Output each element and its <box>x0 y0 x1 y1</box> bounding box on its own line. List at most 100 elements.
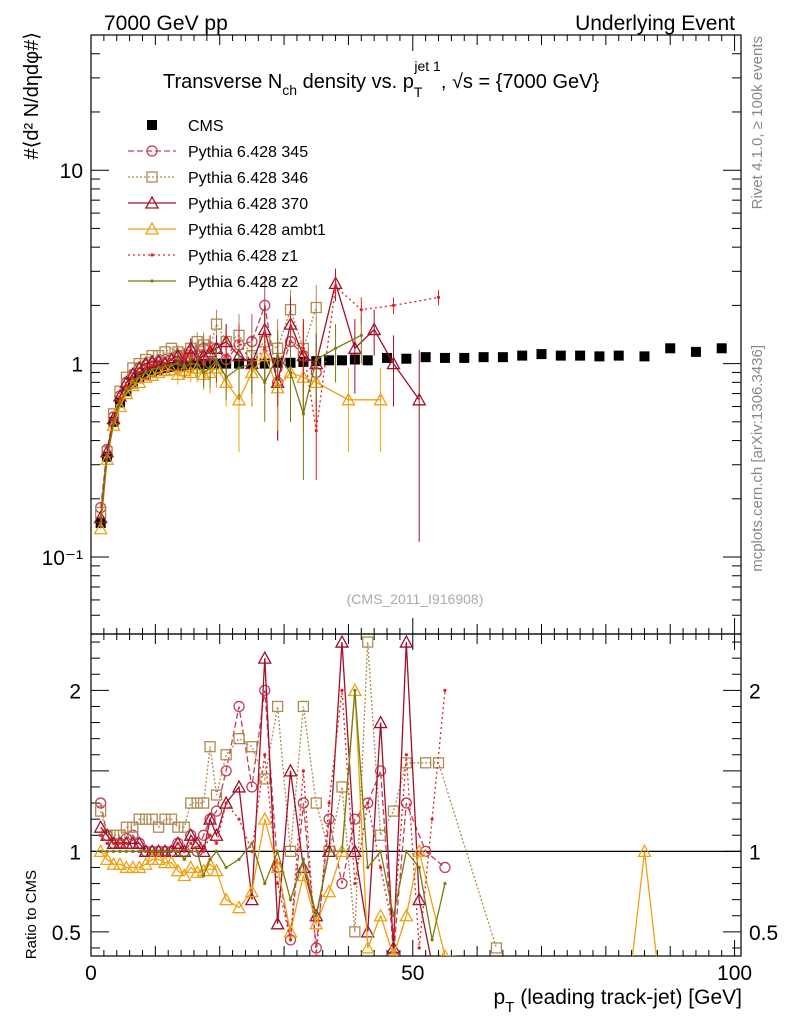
ratio-point <box>152 821 165 833</box>
data-point <box>153 364 164 375</box>
ratio-point <box>202 856 218 870</box>
ratio-point <box>387 805 400 817</box>
ratio-point <box>170 835 185 849</box>
ratio-point <box>172 821 184 833</box>
ratio-point <box>404 849 408 853</box>
ratio-point <box>95 805 107 817</box>
data-point <box>164 362 179 376</box>
ratio-point <box>443 881 447 886</box>
ratio-point <box>178 821 190 833</box>
data-point <box>613 350 624 361</box>
ratio-point <box>233 733 245 745</box>
data-point <box>436 295 441 299</box>
data-point <box>182 366 186 370</box>
ratio-point <box>288 938 293 942</box>
ratio-point <box>151 852 166 866</box>
ratio-point <box>323 813 335 825</box>
ratio-point <box>159 813 171 825</box>
legend-marker <box>147 120 157 130</box>
data-point <box>373 392 388 406</box>
data-point <box>195 362 199 366</box>
ratio-point <box>244 892 259 906</box>
main-title: Transverse Nch density vs. pTjet 1, √s =… <box>163 58 599 100</box>
legend-label: Pythia 6.428 346 <box>188 170 308 187</box>
ratio-point <box>163 849 167 853</box>
data-point <box>99 521 103 525</box>
series-pythia-6-428-346 <box>95 284 322 519</box>
data-point <box>157 356 173 370</box>
data-point <box>333 346 338 350</box>
ratio-point <box>490 942 503 954</box>
data-point <box>156 362 161 366</box>
ratio-point <box>297 700 310 713</box>
ratio-point <box>399 908 414 922</box>
ratio-point <box>210 805 223 817</box>
ratio-point <box>144 849 148 853</box>
x-tick-label: 100 <box>717 962 752 985</box>
ratio-point <box>114 829 126 841</box>
data-point <box>208 346 212 350</box>
data-point <box>163 364 167 368</box>
data-point <box>214 357 219 362</box>
ratio-point <box>417 865 421 870</box>
ratio-point <box>209 827 224 841</box>
series-line-pythia-6-428-346 <box>100 307 317 513</box>
ratio-point <box>399 634 414 648</box>
ratio-point <box>132 835 147 849</box>
data-point <box>420 352 431 363</box>
ratio-point <box>183 827 198 841</box>
data-point <box>367 322 382 336</box>
data-point <box>301 412 305 416</box>
ratio-y-tick-label: 1 <box>69 841 81 864</box>
ratio-point <box>99 849 103 853</box>
ratio-point <box>340 688 344 692</box>
data-point <box>93 521 108 535</box>
ratio-line-pythia-6-428-345 <box>100 690 446 956</box>
title-main: Transverse N <box>163 71 282 93</box>
data-point <box>382 352 393 363</box>
ratio-point <box>237 857 241 862</box>
ratio-point <box>111 841 116 845</box>
data-point <box>166 362 177 373</box>
ratio-point <box>132 860 147 874</box>
data-point <box>118 396 122 401</box>
data-point <box>310 301 322 314</box>
ratio-point <box>99 852 115 866</box>
data-point <box>150 363 154 367</box>
ratio-point <box>164 855 179 869</box>
data-point <box>169 363 174 367</box>
data-point <box>189 362 193 366</box>
ratio-point <box>220 749 232 761</box>
ratio-point <box>270 860 285 874</box>
x-tick-label: 0 <box>85 962 97 985</box>
data-point <box>314 429 318 433</box>
ratio-point <box>440 948 449 956</box>
ratio-point <box>420 757 432 769</box>
ratio-point <box>224 865 228 870</box>
data-point <box>575 350 586 361</box>
x-tick-label: 50 <box>401 962 424 985</box>
ratio-point <box>246 781 258 793</box>
data-point <box>131 380 135 384</box>
ratio-point <box>131 849 135 853</box>
ratio-point <box>214 841 219 845</box>
ratio-point <box>214 849 219 853</box>
ratio-y-tick-label: 0.5 <box>52 922 81 945</box>
ratio-point <box>276 849 280 853</box>
ratio-panel: 0 50 100 2 2 1 1 0.5 0.5 <box>52 35 778 985</box>
legend-label: Pythia 6.428 z1 <box>188 248 298 265</box>
data-point <box>276 354 280 358</box>
data-point <box>182 354 186 358</box>
ratio-point <box>197 797 210 809</box>
ratio-point <box>127 821 139 833</box>
ratio-point <box>257 650 272 664</box>
data-point <box>134 373 145 384</box>
data-point <box>665 343 676 354</box>
ratio-y-tick-label-right: 2 <box>749 680 761 703</box>
ratio-point <box>176 849 180 853</box>
ratio-point <box>412 843 427 857</box>
ratio-point <box>246 741 258 753</box>
data-point <box>336 355 347 366</box>
ratio-point <box>202 873 206 878</box>
ratio-point <box>417 946 421 950</box>
